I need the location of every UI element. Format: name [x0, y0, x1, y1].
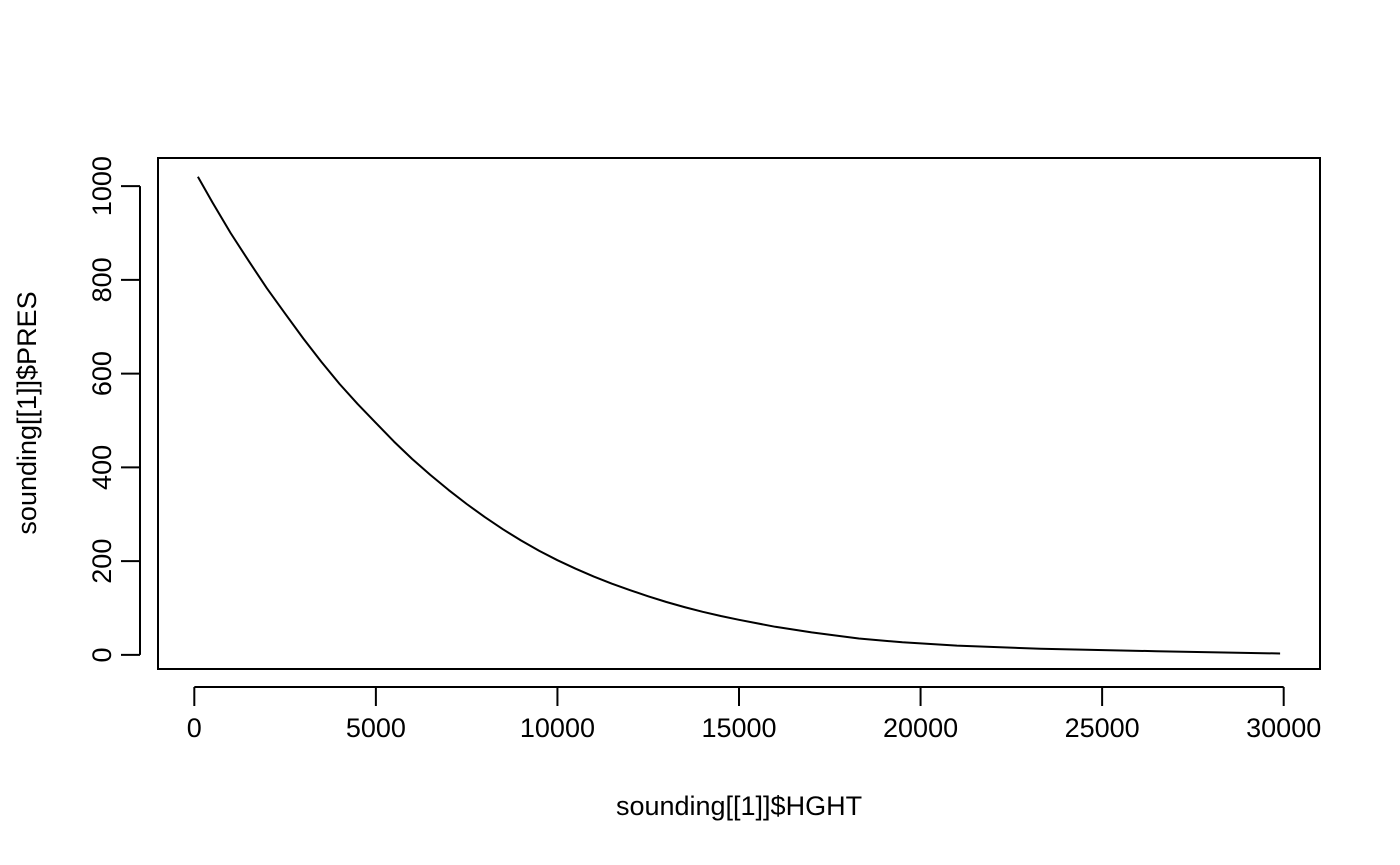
y-tick-label: 400 [87, 445, 117, 490]
y-tick-label: 800 [87, 257, 117, 302]
y-axis: 0 200 400 600 800 1000 [87, 156, 141, 662]
y-axis-title: sounding[[1]]$PRES [12, 291, 42, 534]
series-layer [197, 176, 1281, 655]
x-tick-label: 30000 [1246, 713, 1321, 743]
y-tick-label: 0 [87, 647, 117, 662]
x-tick-label: 5000 [346, 713, 406, 743]
x-tick-label: 15000 [701, 713, 776, 743]
series-line [197, 176, 1281, 655]
x-axis-title: sounding[[1]]$HGHT [616, 791, 862, 821]
y-tick-label: 1000 [87, 156, 117, 216]
x-tick-label: 25000 [1065, 713, 1140, 743]
x-tick-label: 10000 [520, 713, 595, 743]
x-tick-label: 0 [187, 713, 202, 743]
plot-frame [157, 157, 1321, 670]
x-tick-label: 20000 [883, 713, 958, 743]
y-tick-label: 200 [87, 539, 117, 584]
x-axis: 0 5000 10000 15000 20000 25000 30000 [187, 686, 1321, 743]
y-tick-label: 600 [87, 351, 117, 396]
